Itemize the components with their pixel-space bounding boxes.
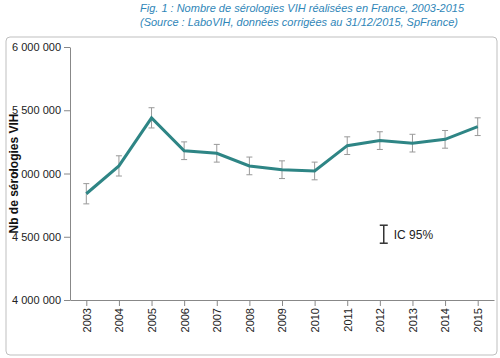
legend-symbol xyxy=(380,224,388,226)
x-tick: 2011 xyxy=(342,300,354,332)
error-legend: IC 95% xyxy=(380,225,434,243)
x-tick: 2008 xyxy=(244,300,256,332)
x-tick-label: 2015 xyxy=(472,308,484,332)
error-bar-cap xyxy=(475,117,481,118)
error-bar-cap xyxy=(279,178,285,179)
x-tick-label: 2006 xyxy=(179,308,191,332)
x-tick: 2014 xyxy=(439,300,451,332)
error-bar-cap xyxy=(181,159,187,160)
x-tick: 2009 xyxy=(276,300,288,332)
error-bar-cap xyxy=(246,157,252,158)
x-tick-mark xyxy=(412,300,413,306)
x-tick-label: 2003 xyxy=(81,308,93,332)
x-tick-mark xyxy=(478,300,479,306)
x-tick: 2012 xyxy=(374,300,386,332)
x-tick-mark xyxy=(347,300,348,306)
data-line xyxy=(86,118,477,194)
x-tick-mark xyxy=(380,300,381,306)
error-bar-cap xyxy=(279,160,285,161)
x-tick-mark xyxy=(217,300,218,306)
error-bar-cap xyxy=(409,134,415,135)
plot-area xyxy=(83,108,480,204)
error-bar-cap xyxy=(312,162,318,163)
x-tick: 2007 xyxy=(211,300,223,332)
x-tick-label: 2010 xyxy=(309,308,321,332)
x-tick-mark xyxy=(445,300,446,306)
x-tick-label: 2007 xyxy=(211,308,223,332)
x-tick-label: 2009 xyxy=(276,308,288,332)
x-tick: 2003 xyxy=(81,300,93,332)
x-axis: 2003 2004 2005 2006 2007 2008 2009 2010 2011 2012… xyxy=(71,300,495,332)
y-tick: 6 000 000 xyxy=(12,41,70,53)
x-tick-mark xyxy=(119,300,120,306)
x-tick-label: 2008 xyxy=(244,308,256,332)
error-bar-cap xyxy=(214,162,220,163)
x-tick: 2004 xyxy=(113,300,125,332)
y-tick-mark xyxy=(64,110,70,111)
annotation: IC 95% xyxy=(394,228,434,242)
error-bar-cap xyxy=(312,179,318,180)
error-bar-cap xyxy=(214,144,220,145)
y-tick-label: 4 000 000 xyxy=(12,294,61,306)
error-bar-cap xyxy=(442,130,448,131)
error-bar-cap xyxy=(409,151,415,152)
x-tick: 2015 xyxy=(472,300,484,332)
error-bar-cap xyxy=(442,148,448,149)
x-tick-label: 2005 xyxy=(146,308,158,332)
x-tick-label: 2011 xyxy=(342,308,354,332)
x-tick-label: 2014 xyxy=(439,308,451,332)
title: Fig. 1 : Nombre de sérologies VIH réalis… xyxy=(140,2,465,14)
x-tick-label: 2013 xyxy=(407,308,419,332)
error-bar-cap xyxy=(344,154,350,155)
x-tick-mark xyxy=(86,300,87,306)
y-tick-mark xyxy=(64,47,70,48)
y-axis-line xyxy=(70,48,71,301)
error-bar-cap xyxy=(475,135,481,136)
y-tick-mark xyxy=(64,174,70,175)
error-bar-cap xyxy=(246,174,252,175)
x-tick-label: 2012 xyxy=(374,308,386,332)
y-axis-title: Nb de sérologies VIH xyxy=(7,113,21,233)
y-tick-label: 6 000 000 xyxy=(12,41,61,53)
y-tick: 4 000 000 xyxy=(12,294,70,306)
legend-symbol xyxy=(383,225,385,243)
legend-symbol xyxy=(380,242,388,244)
x-tick-mark xyxy=(315,300,316,306)
x-tick-mark xyxy=(249,300,250,306)
x-tick: 2010 xyxy=(309,300,321,332)
error-bar-cap xyxy=(116,155,122,156)
x-tick-mark xyxy=(184,300,185,306)
error-bar-cap xyxy=(377,131,383,132)
error-bar-cap xyxy=(83,203,89,204)
error-bar-cap xyxy=(181,141,187,142)
x-tick-label: 2004 xyxy=(113,308,125,332)
error-bar-cap xyxy=(377,149,383,150)
error-bar-cap xyxy=(149,127,155,128)
y-tick-mark xyxy=(64,300,70,301)
error-bar-cap xyxy=(344,136,350,137)
subtitle: (Source : LaboVIH, données corrigées au … xyxy=(140,16,458,28)
y-tick-mark xyxy=(64,237,70,238)
error-bar-cap xyxy=(116,176,122,177)
chart-frame xyxy=(6,37,497,355)
x-tick-mark xyxy=(282,300,283,306)
x-tick: 2006 xyxy=(179,300,191,332)
error-bar-cap xyxy=(149,107,155,108)
x-tick: 2005 xyxy=(146,300,158,332)
x-tick: 2013 xyxy=(407,300,419,332)
x-tick-mark xyxy=(152,300,153,306)
chart-svg: Fig. 1 : Nombre de sérologies VIH réalis… xyxy=(0,0,500,358)
error-bar-cap xyxy=(83,183,89,184)
